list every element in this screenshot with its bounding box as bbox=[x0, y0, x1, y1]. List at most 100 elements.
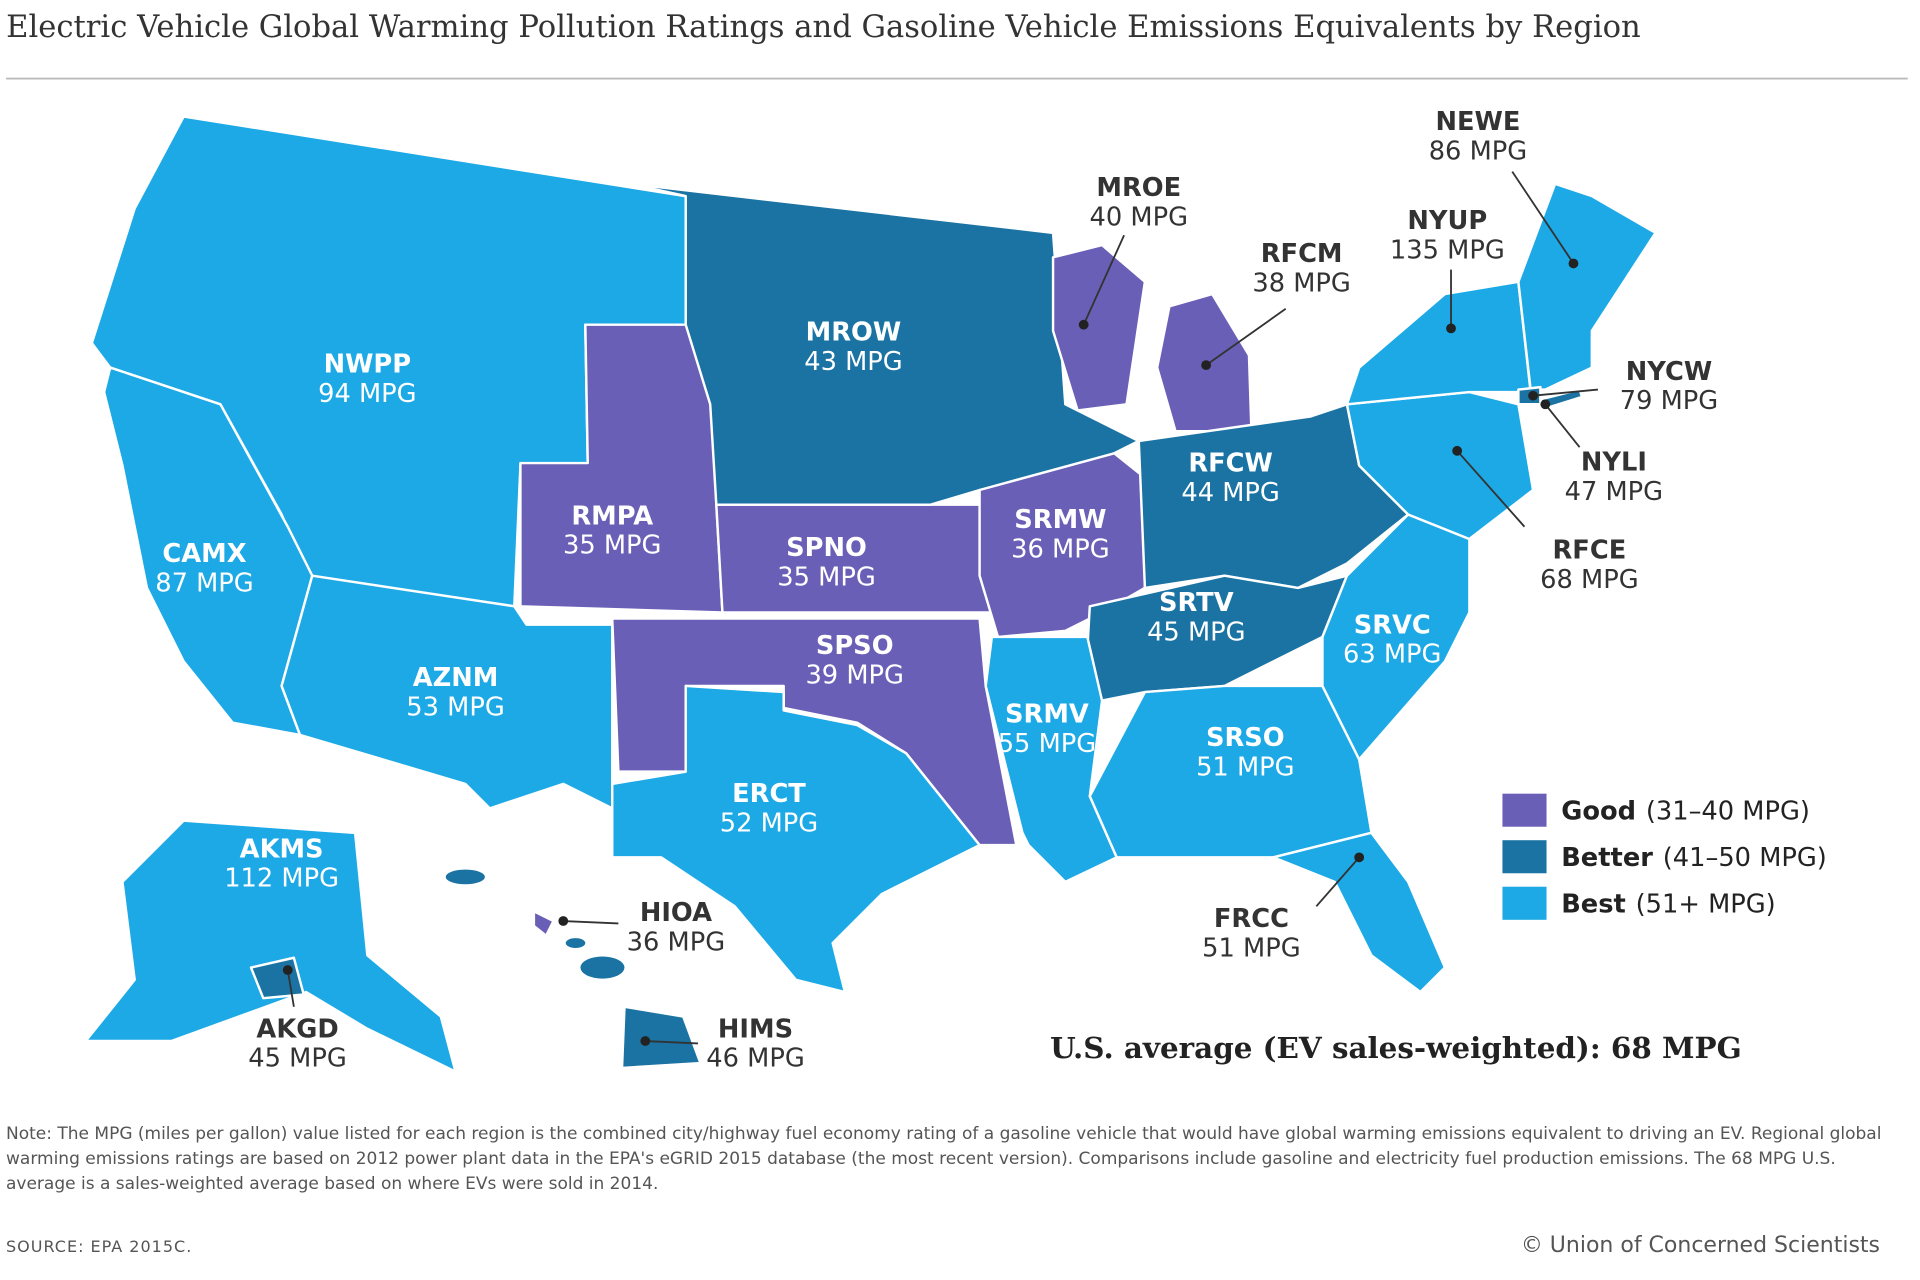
island bbox=[445, 869, 485, 885]
region-mpg: 38 MPG bbox=[1252, 269, 1350, 299]
leader-line bbox=[1205, 308, 1287, 366]
legend-label: Best bbox=[1561, 889, 1626, 919]
region-mpg: 35 MPG bbox=[563, 531, 661, 561]
region-name: NYCW bbox=[1626, 357, 1712, 387]
legend-entry: Good (31–40 MPG) bbox=[1561, 796, 1810, 826]
legend-swatch bbox=[1502, 886, 1547, 920]
leader-line bbox=[645, 1040, 699, 1045]
region-mpg: 94 MPG bbox=[318, 379, 416, 409]
leader-line bbox=[1456, 450, 1526, 528]
region bbox=[1345, 390, 1535, 541]
leader-line bbox=[286, 969, 295, 1007]
credit: © Union of Concerned Scientists bbox=[1520, 1233, 1880, 1258]
region-mpg: 51 MPG bbox=[1196, 752, 1294, 782]
legend: Good (31–40 MPG) Better (41–50 MPG) Best (51+… bbox=[1502, 793, 1827, 920]
region-name: NWPP bbox=[324, 349, 412, 379]
region-mpg: 45 MPG bbox=[248, 1044, 346, 1074]
region-mpg: 63 MPG bbox=[1343, 640, 1441, 670]
region bbox=[84, 819, 457, 1073]
region-name: ERCT bbox=[732, 779, 806, 809]
average: U.S. average (EV sales-weighted): 68 MPG bbox=[1050, 1030, 1742, 1065]
region-name: RFCM bbox=[1261, 239, 1343, 269]
region bbox=[280, 574, 614, 810]
region-name: SRMW bbox=[1014, 505, 1106, 535]
region-mpg: 43 MPG bbox=[804, 347, 902, 377]
leader-dot bbox=[1446, 323, 1456, 334]
leader-dot bbox=[1568, 258, 1579, 269]
region-name: NYUP bbox=[1407, 206, 1487, 236]
region-name: SRTV bbox=[1159, 588, 1234, 618]
legend-label: Better bbox=[1561, 843, 1653, 873]
region bbox=[1137, 403, 1410, 590]
legend-swatch bbox=[1502, 793, 1547, 827]
region-name: HIOA bbox=[640, 898, 712, 928]
legend-swatch bbox=[1502, 840, 1547, 874]
region-name: FRCC bbox=[1214, 904, 1289, 934]
legend-range: (31–40 MPG) bbox=[1646, 796, 1810, 826]
region-name: SPSO bbox=[816, 631, 894, 661]
note: Note: The MPG (miles per gallon) value l… bbox=[6, 1124, 1882, 1194]
regions bbox=[84, 115, 1657, 1073]
region-name: MROE bbox=[1096, 173, 1181, 203]
region bbox=[629, 182, 1140, 506]
region-mpg: 87 MPG bbox=[155, 569, 253, 599]
region-mpg: 86 MPG bbox=[1429, 136, 1527, 166]
island bbox=[565, 938, 586, 948]
island bbox=[580, 956, 625, 979]
leader-dot bbox=[1452, 445, 1463, 456]
region-mpg: 135 MPG bbox=[1390, 236, 1505, 266]
region bbox=[102, 366, 314, 737]
region-mpg: 47 MPG bbox=[1565, 477, 1663, 507]
region bbox=[620, 1005, 702, 1070]
region-mpg: 45 MPG bbox=[1147, 618, 1245, 648]
region bbox=[1345, 280, 1532, 406]
leader-line bbox=[1315, 856, 1360, 907]
region-mpg: 68 MPG bbox=[1540, 565, 1638, 595]
legend-range: (51+ MPG) bbox=[1636, 889, 1776, 919]
region-mpg: 112 MPG bbox=[224, 864, 339, 894]
region bbox=[1321, 513, 1471, 761]
legend-entry: Better (41–50 MPG) bbox=[1561, 843, 1827, 873]
leader-dot bbox=[640, 1036, 651, 1046]
region-name: CAMX bbox=[162, 539, 246, 569]
leader-dot bbox=[1540, 399, 1551, 410]
leader-dot bbox=[1354, 852, 1365, 863]
region-name: AZNM bbox=[413, 663, 499, 693]
region bbox=[1272, 831, 1447, 994]
region-name: RFCW bbox=[1188, 449, 1273, 479]
source: SOURCE: EPA 2015C. bbox=[6, 1237, 193, 1256]
leader-line bbox=[1511, 171, 1575, 264]
region-name: AKMS bbox=[240, 834, 324, 864]
leader-line bbox=[1532, 388, 1599, 397]
region-mpg: 53 MPG bbox=[406, 692, 504, 722]
region bbox=[611, 684, 981, 994]
region-mpg: 39 MPG bbox=[805, 660, 903, 690]
region-name: RMPA bbox=[571, 501, 653, 531]
region-name: HIMS bbox=[718, 1014, 793, 1044]
region-mpg: 55 MPG bbox=[998, 729, 1096, 759]
region-mpg: 36 MPG bbox=[1011, 534, 1109, 564]
region-mpg: 79 MPG bbox=[1620, 386, 1718, 416]
region bbox=[1051, 243, 1147, 412]
title: Electric Vehicle Global Warming Pollutio… bbox=[6, 10, 1641, 45]
region-mpg: 52 MPG bbox=[720, 809, 818, 839]
region-mpg: 36 MPG bbox=[627, 927, 725, 957]
legend-range: (41–50 MPG) bbox=[1663, 843, 1827, 873]
leader-dot bbox=[558, 916, 569, 926]
region-mpg: 51 MPG bbox=[1202, 934, 1300, 964]
region-mpg: 40 MPG bbox=[1090, 203, 1188, 233]
region bbox=[984, 635, 1118, 884]
region-name: SRVC bbox=[1354, 610, 1431, 640]
legend-entry: Best (51+ MPG) bbox=[1561, 889, 1775, 919]
region-mpg: 35 MPG bbox=[777, 563, 875, 593]
leader-line bbox=[1544, 403, 1581, 448]
region-name: NYLI bbox=[1581, 447, 1647, 477]
leader-dot bbox=[282, 965, 293, 975]
region-name: SRMV bbox=[1005, 700, 1089, 730]
leader-line bbox=[1082, 234, 1125, 326]
region-name: RFCE bbox=[1552, 536, 1626, 566]
region-mpg: 46 MPG bbox=[706, 1044, 804, 1074]
